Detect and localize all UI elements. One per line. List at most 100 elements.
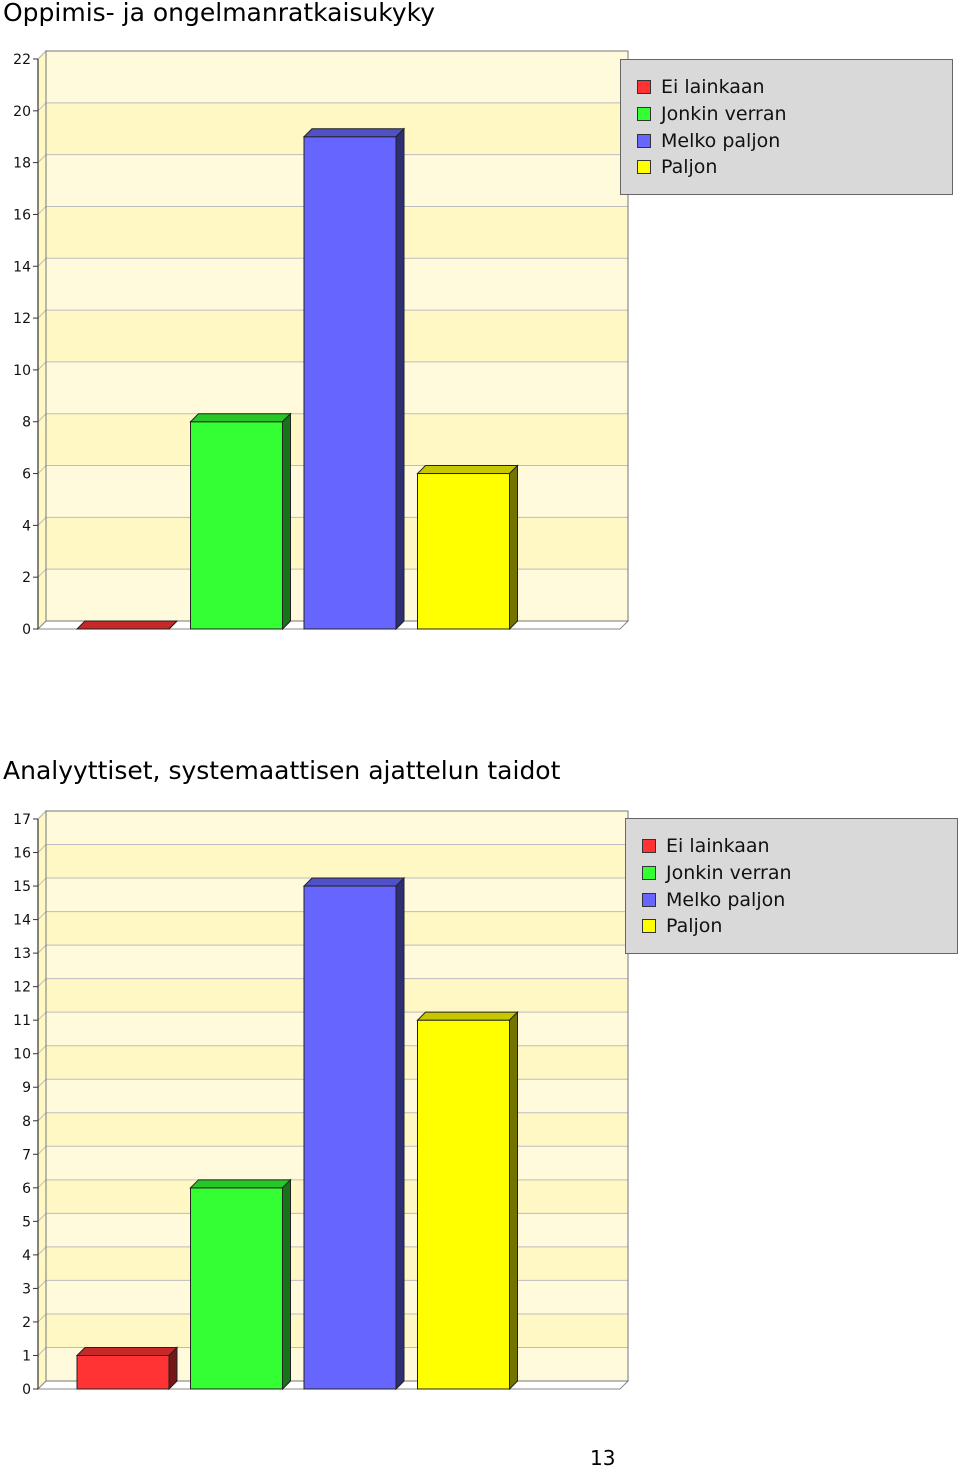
bar-side	[168, 620, 178, 630]
y-tick-label: 15	[13, 879, 31, 895]
bar-side	[282, 412, 291, 631]
plot-band	[46, 811, 628, 845]
bar-top	[189, 413, 292, 423]
bar-side	[509, 1010, 518, 1391]
y-tick-label: 9	[22, 1080, 31, 1096]
bar-side	[509, 464, 518, 631]
y-tick-label: 8	[22, 415, 31, 431]
legend-swatch	[637, 107, 651, 121]
legend-item: Jonkin verran	[642, 862, 792, 884]
bar	[75, 1346, 179, 1391]
y-tick-label: 10	[13, 363, 31, 379]
legend-label: Melko paljon	[661, 130, 781, 152]
bar-front	[303, 136, 397, 630]
y-tick-label: 6	[22, 467, 31, 483]
gridline-side	[37, 1045, 47, 1055]
gridline-side	[37, 1078, 47, 1088]
bar-top	[189, 1179, 292, 1189]
gridline-side	[37, 154, 47, 163]
legend-swatch	[642, 866, 656, 880]
gridline-side	[37, 1347, 47, 1356]
bar	[302, 127, 406, 631]
gridline-side	[37, 309, 47, 319]
y-tick-label: 22	[13, 52, 31, 68]
gridline-side	[37, 206, 47, 215]
bar-chart-oppimis: 0 2 4 6 8 10 12 14 16 18 20 22	[13, 49, 630, 638]
bar-top	[302, 128, 406, 138]
legend-label: Paljon	[666, 915, 723, 937]
y-tick-label: 0	[22, 1382, 31, 1398]
bar-top	[75, 620, 179, 630]
y-tick-label: 7	[22, 1147, 31, 1163]
gridline-side	[37, 1179, 47, 1189]
bar	[189, 412, 292, 631]
y-tick-label: 2	[22, 1315, 31, 1331]
legend-label: Melko paljon	[666, 889, 786, 911]
gridline-side	[37, 517, 47, 526]
legend-swatch	[642, 893, 656, 907]
gridline-side	[37, 465, 47, 474]
bar-front	[417, 473, 510, 630]
plot-side-wall	[37, 809, 47, 1391]
bar-front	[417, 1019, 510, 1390]
page-number: 13	[590, 1446, 616, 1470]
gridline-side	[37, 1280, 47, 1289]
legend-swatch	[637, 80, 651, 94]
legend-label: Jonkin verran	[661, 103, 787, 125]
chart-legend: Ei lainkaan Jonkin verran Melko paljon P…	[620, 59, 953, 195]
y-tick-label: 14	[13, 259, 31, 275]
legend-swatch	[637, 160, 651, 174]
bar-top	[416, 465, 519, 475]
plot-band	[46, 51, 628, 103]
bar-front	[303, 885, 397, 1390]
legend-swatch	[642, 919, 656, 933]
gridline-side	[37, 361, 47, 371]
legend-swatch	[642, 839, 656, 853]
bar-top	[302, 877, 406, 887]
gridline-side	[37, 257, 47, 267]
gridline-side	[37, 413, 47, 423]
bar-side	[168, 1346, 178, 1391]
legend-item: Jonkin verran	[637, 103, 787, 125]
gridline-side	[37, 102, 47, 112]
y-tick-label: 12	[13, 980, 31, 996]
plot-band	[46, 844, 628, 879]
gridline-side	[37, 1011, 47, 1021]
gridline-side	[37, 50, 47, 60]
y-tick-label: 6	[22, 1181, 31, 1197]
y-tick-label: 0	[22, 622, 31, 638]
y-tick-label: 11	[13, 1013, 31, 1029]
gridline-side	[37, 844, 47, 853]
legend-item: Paljon	[642, 915, 723, 937]
legend-label: Ei lainkaan	[666, 835, 770, 857]
gridline-side	[37, 978, 47, 988]
legend-label: Paljon	[661, 156, 718, 178]
chart-legend: Ei lainkaan Jonkin verran Melko paljon P…	[625, 818, 958, 954]
y-tick-label: 4	[22, 1248, 31, 1264]
gridline-side	[37, 810, 47, 820]
bar	[416, 1010, 519, 1391]
legend-item: Paljon	[637, 156, 718, 178]
y-tick-label: 2	[22, 570, 31, 586]
legend-item: Melko paljon	[642, 889, 786, 911]
bar	[416, 464, 519, 631]
y-tick-label: 13	[13, 946, 31, 962]
gridline-side	[37, 1212, 47, 1222]
gridline-side	[37, 1145, 47, 1155]
legend-item: Melko paljon	[637, 130, 781, 152]
chart-title: Analyyttiset, systemaattisen ajattelun t…	[3, 756, 561, 785]
legend-swatch	[637, 134, 651, 148]
y-tick-label: 1	[22, 1348, 31, 1364]
legend-label: Jonkin verran	[666, 862, 792, 884]
gridline-side	[37, 911, 47, 920]
bar-front	[76, 1354, 170, 1390]
y-tick-label: 3	[22, 1281, 31, 1297]
bar-side	[395, 876, 405, 1391]
y-tick-label: 12	[13, 311, 31, 327]
bar-side	[395, 127, 405, 631]
y-tick-label: 10	[13, 1047, 31, 1063]
gridline-side	[37, 944, 47, 954]
y-tick-label: 8	[22, 1114, 31, 1130]
plot-side-wall	[37, 49, 47, 631]
